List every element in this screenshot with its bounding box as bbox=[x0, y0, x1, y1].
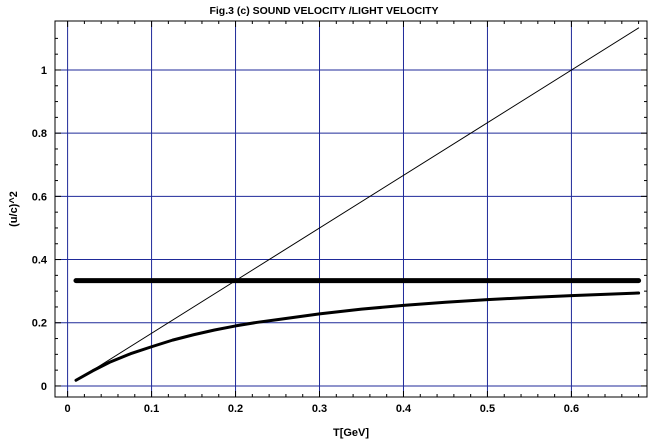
series-layer bbox=[73, 27, 642, 382]
x-axis-label: T[GeV] bbox=[333, 427, 369, 439]
y-tick-label: 0.6 bbox=[32, 191, 47, 203]
chart-title: Fig.3 (c) SOUND VELOCITY /LIGHT VELOCITY bbox=[209, 5, 438, 17]
x-tick-label: 0.3 bbox=[312, 403, 327, 415]
y-tick-label: 0 bbox=[41, 381, 47, 393]
plot-frame bbox=[54, 20, 648, 398]
x-tick-label: 0.1 bbox=[144, 403, 159, 415]
y-axis-label: (u/c)^2 bbox=[8, 191, 20, 227]
y-tick-label: 1 bbox=[41, 65, 47, 77]
x-tick-label: 0.6 bbox=[564, 403, 579, 415]
x-tick-label: 0.4 bbox=[396, 403, 412, 415]
y-tick-label: 0.2 bbox=[32, 318, 47, 330]
y-tick-label: 0.4 bbox=[32, 255, 48, 267]
series-line-medium bbox=[74, 291, 641, 382]
x-tick-label: 0.2 bbox=[228, 403, 243, 415]
ticks: 0 0.1 0.2 0.3 0.4 0.5 0.6 0 0.2 0.4 0.6 0.8 1 bbox=[32, 21, 647, 415]
series-line-thin bbox=[75, 27, 640, 382]
y-tick-label: 0.8 bbox=[32, 128, 47, 140]
grid bbox=[55, 21, 647, 397]
x-tick-label: 0 bbox=[65, 403, 71, 415]
x-tick-label: 0.5 bbox=[480, 403, 495, 415]
